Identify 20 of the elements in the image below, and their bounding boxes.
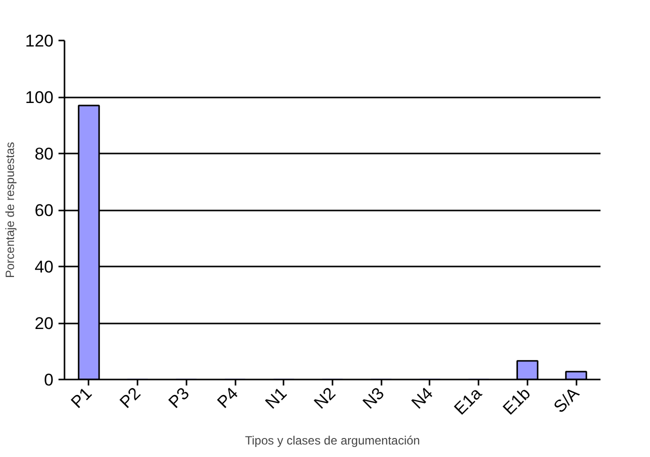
y-tick-label: 0	[44, 370, 54, 390]
x-tick-label: N3	[359, 384, 388, 413]
x-tick-label: N1	[262, 384, 290, 413]
x-tick-label: N4	[408, 384, 437, 413]
x-tick-label: S/A	[550, 383, 584, 417]
x-tick-label: P1	[67, 384, 96, 412]
x-tick-label: E1b	[499, 384, 534, 419]
y-tick-label: 100	[25, 88, 54, 107]
x-tick-label: P3	[164, 384, 194, 412]
y-axis-title: Porcentaje de respuestas	[3, 142, 18, 278]
y-tick-label: 80	[34, 144, 54, 164]
y-tick-label: 120	[25, 32, 54, 50]
x-tick-label: P2	[116, 384, 144, 412]
x-tick-label: E1a	[450, 383, 486, 419]
y-tick-label: 40	[34, 258, 54, 276]
x-axis-title: Tipos y clases de argumentación	[245, 433, 420, 448]
x-tick-label: N2	[310, 384, 340, 413]
y-tick-label: 20	[34, 314, 54, 333]
x-tick-label: P4	[214, 384, 242, 412]
y-tick-label: 60	[34, 201, 54, 220]
